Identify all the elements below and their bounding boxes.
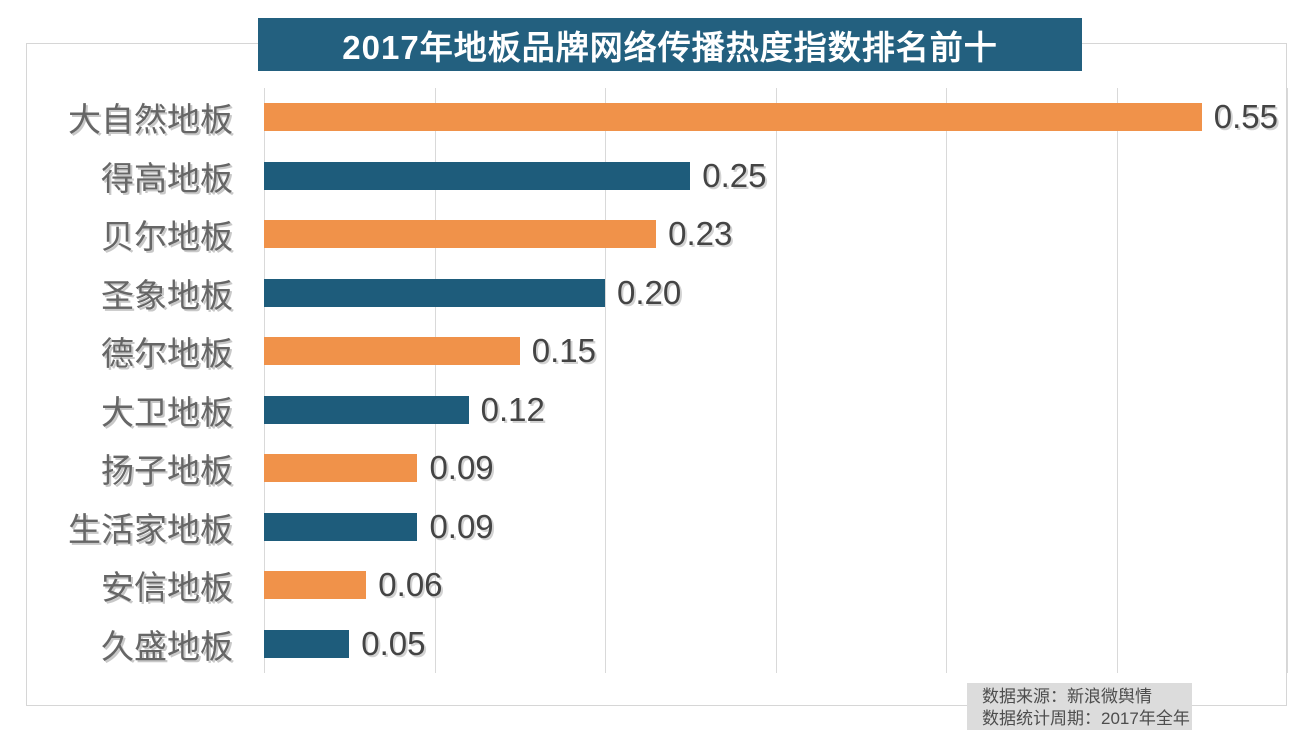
bar-row: 0.15 — [264, 322, 1287, 381]
category-label: 圣象地板 — [101, 276, 233, 314]
category-label: 大卫地板 — [101, 393, 233, 431]
category-label: 久盛地板 — [101, 627, 233, 665]
bar-row: 0.06 — [264, 556, 1287, 615]
category-label: 德尔地板 — [101, 335, 233, 373]
bar — [264, 220, 657, 249]
bar — [264, 454, 418, 483]
x-gridline — [1116, 88, 1118, 673]
bar — [264, 512, 418, 541]
bar-row: 0.20 — [264, 264, 1287, 323]
chart-frame — [26, 43, 1287, 706]
bar-value-label: 0.05 — [361, 624, 426, 662]
x-gridline — [946, 88, 947, 673]
bar-row: 0.23 — [264, 205, 1287, 264]
bar-row: 0.05 — [264, 615, 1287, 674]
bar — [264, 103, 1202, 132]
x-gridline — [775, 88, 777, 673]
bar-value-label: 0.25 — [702, 156, 767, 194]
bar-value-label: 0.09 — [429, 449, 494, 487]
category-label: 贝尔地板 — [101, 218, 233, 256]
category-label: 大自然地板 — [68, 101, 233, 139]
bar-value-label: 0.20 — [617, 273, 682, 311]
bar — [264, 161, 691, 190]
x-gridline — [1287, 88, 1288, 673]
bar — [264, 395, 469, 424]
bar-row: 0.12 — [264, 381, 1287, 440]
bar-value-label: 0.15 — [531, 332, 596, 370]
plot-area: 0.55 0.25 0.23 0.20 0.15 0.12 0.09 0.09 0.06 0.05 — [264, 88, 1288, 673]
x-gridline — [434, 88, 436, 673]
category-label: 扬子地板 — [101, 452, 233, 490]
category-label: 安信地板 — [101, 569, 233, 607]
x-gridline — [605, 88, 606, 673]
bar-row: 0.09 — [264, 439, 1287, 498]
bar-value-label: 0.12 — [480, 390, 545, 428]
data-source-line: 数据来源：新浪微舆情 — [982, 687, 1152, 706]
bar-value-label: 0.23 — [668, 215, 733, 253]
category-label: 生活家地板 — [68, 510, 233, 548]
bar — [264, 571, 367, 600]
bar-row: 0.55 — [264, 88, 1287, 147]
bar — [264, 629, 350, 658]
data-period-line: 数据统计周期：2017年全年 — [982, 709, 1190, 728]
category-axis: 大自然地板得高地板贝尔地板圣象地板德尔地板大卫地板扬子地板生活家地板安信地板久盛… — [26, 88, 248, 673]
bar-value-label: 0.06 — [378, 566, 443, 604]
data-source-box: 数据来源：新浪微舆情 数据统计周期：2017年全年 — [967, 683, 1192, 730]
bar-row: 0.25 — [264, 147, 1287, 206]
chart-title-banner: 2017年地板品牌网络传播热度指数排名前十 — [258, 18, 1082, 71]
bar — [264, 278, 605, 307]
bar-rows: 0.55 0.25 0.23 0.20 0.15 0.12 0.09 0.09 0.06 0.05 — [264, 88, 1287, 673]
bar-row: 0.09 — [264, 498, 1287, 557]
bar-value-label: 0.55 — [1213, 98, 1278, 136]
chart-title: 2017年地板品牌网络传播热度指数排名前十 — [342, 28, 998, 66]
category-label: 得高地板 — [101, 159, 233, 197]
x-gridline — [264, 88, 265, 673]
bar — [264, 337, 520, 366]
bar-value-label: 0.09 — [429, 507, 494, 545]
